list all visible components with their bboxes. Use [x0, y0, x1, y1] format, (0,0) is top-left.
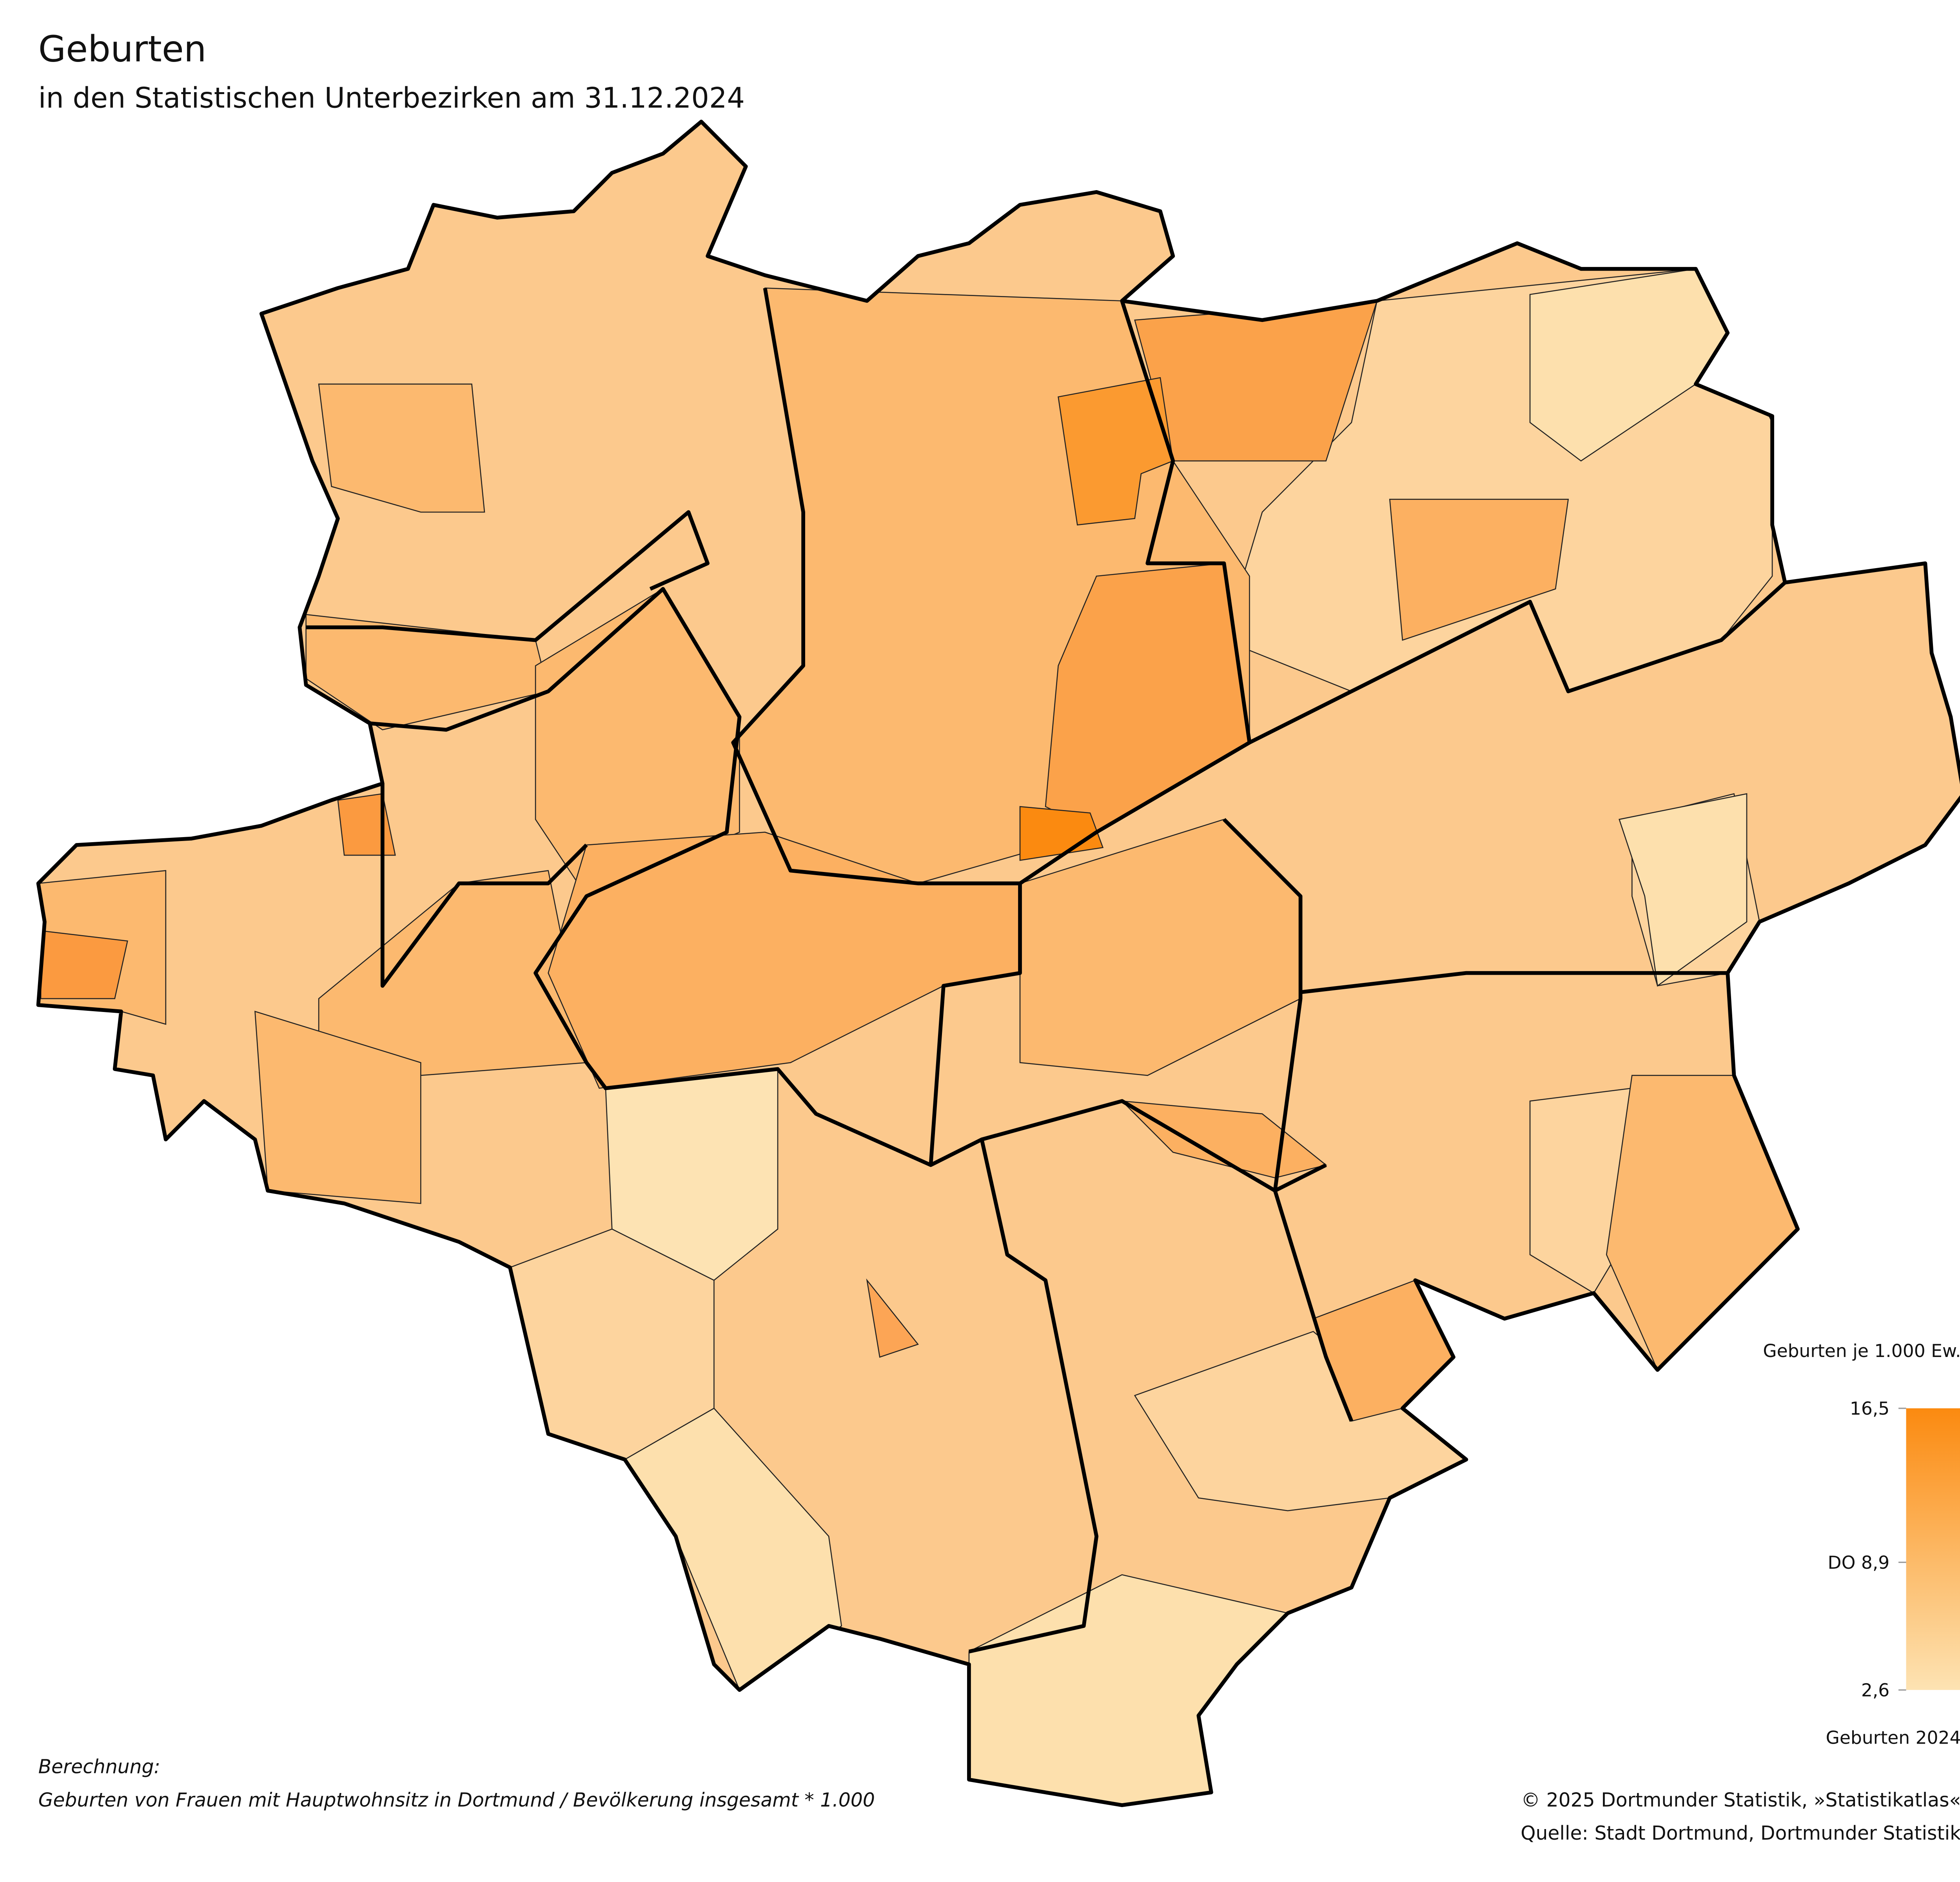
- legend-title: Geburten je 1.000 Ew.: [1763, 1341, 1960, 1361]
- region: [1120, 1100, 1327, 1179]
- region: [254, 1010, 421, 1204]
- region: [40, 930, 128, 999]
- subtitle: in den Statistischen Unterbezirken am 31…: [38, 81, 745, 114]
- district-border: [929, 883, 1022, 1165]
- district-border: [369, 587, 1327, 1193]
- note-heading: Berechnung:: [38, 1755, 160, 1778]
- legend-tick-label: 16,5: [1850, 1398, 1889, 1419]
- district-borders: [306, 287, 1786, 1654]
- legend-caption: Geburten 2024: [1826, 1727, 1960, 1748]
- region: [318, 383, 485, 513]
- source: Quelle: Stadt Dortmund, Dortmunder Stati…: [1521, 1822, 1960, 1844]
- district-border: [1300, 971, 1728, 994]
- copyright: © 2025 Dortmunder Statistik, »Statistika…: [1521, 1789, 1960, 1811]
- legend-tick-label: DO 8,9: [1828, 1552, 1890, 1573]
- district-border: [1120, 300, 1786, 745]
- district-border: [731, 287, 1250, 885]
- title: Geburten: [38, 28, 207, 70]
- region-max: [1019, 806, 1104, 861]
- district-border: [380, 783, 588, 988]
- region: [866, 1278, 919, 1358]
- district-border: [1222, 818, 1354, 1422]
- legend: Geburten je 1.000 Ew. Geburten 2024 16,5…: [1763, 1341, 1960, 1748]
- region: [1389, 499, 1569, 641]
- district-border: [306, 510, 710, 642]
- district-border: [968, 1139, 1099, 1654]
- legend-tick-label: 2,6: [1861, 1680, 1889, 1700]
- region: [1619, 793, 1748, 987]
- region: [1058, 377, 1174, 526]
- legend-color-bar: [1906, 1408, 1960, 1690]
- note-formula: Geburten von Frauen mit Hauptwohnsitz in…: [38, 1789, 875, 1811]
